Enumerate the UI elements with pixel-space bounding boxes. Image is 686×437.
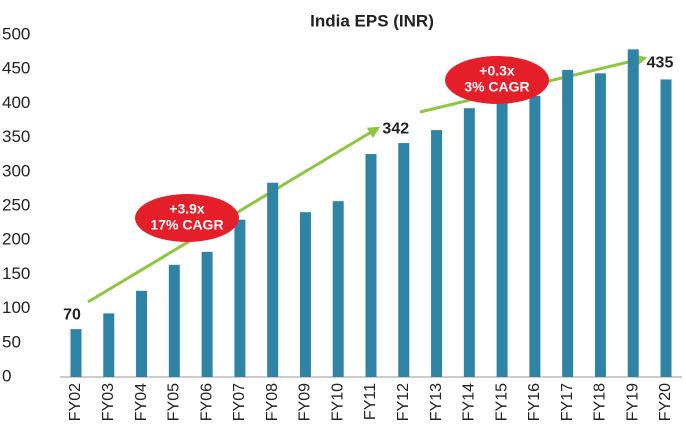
y-tick-label: 350 — [2, 127, 30, 146]
bar — [365, 154, 377, 377]
bar — [168, 264, 180, 377]
bar — [299, 212, 311, 377]
y-tick-label: 0 — [2, 366, 11, 385]
data-label: 435 — [647, 55, 674, 72]
y-tick-label: 200 — [2, 230, 30, 249]
annotation-bubble — [445, 56, 549, 104]
bar — [234, 219, 246, 377]
y-tick-label: 450 — [2, 59, 30, 78]
y-tick-label: 150 — [2, 264, 30, 283]
x-tick-label: FY07 — [231, 383, 248, 421]
bar — [529, 95, 541, 377]
bar — [562, 69, 574, 377]
annotation-bubble — [135, 194, 239, 242]
bar — [70, 329, 82, 377]
bar — [103, 313, 115, 377]
y-tick-label: 400 — [2, 93, 30, 112]
x-tick-label: FY17 — [559, 383, 576, 421]
x-tick-label: FY18 — [592, 383, 609, 421]
bar — [660, 79, 672, 378]
bar — [332, 201, 344, 377]
annotation-text: 3% CAGR — [464, 79, 529, 95]
y-tick-label: 300 — [2, 161, 30, 180]
bar — [627, 49, 639, 377]
x-tick-label: FY06 — [198, 383, 215, 421]
y-tick-label: 100 — [2, 298, 30, 317]
x-tick-label: FY05 — [166, 383, 183, 421]
x-tick-label: FY08 — [264, 383, 281, 421]
bar — [594, 73, 606, 377]
x-tick-label: FY09 — [297, 383, 314, 421]
x-tick-label: FY02 — [67, 383, 84, 421]
chart-title: India EPS (INR) — [310, 11, 434, 30]
x-tick-label: FY20 — [657, 383, 674, 421]
y-tick-label: 500 — [2, 24, 30, 43]
annotation-text: +3.9x — [169, 201, 205, 217]
data-label: 342 — [382, 120, 409, 137]
x-tick-label: FY16 — [526, 383, 543, 421]
x-tick-label: FY03 — [100, 383, 117, 421]
annotation-text: 17% CAGR — [150, 217, 223, 233]
x-tick-label: FY15 — [493, 383, 510, 421]
bar — [431, 130, 443, 377]
y-tick-label: 50 — [2, 332, 21, 351]
x-tick-label: FY04 — [133, 383, 150, 421]
x-tick-label: FY12 — [395, 383, 412, 421]
y-tick-label: 250 — [2, 195, 30, 214]
bar — [267, 182, 279, 377]
bar — [496, 99, 508, 377]
x-tick-label: FY19 — [624, 383, 641, 421]
bar — [463, 108, 475, 378]
annotation-text: +0.3x — [479, 63, 515, 79]
x-tick-label: FY13 — [428, 383, 445, 421]
bar — [201, 251, 213, 377]
bar — [398, 143, 410, 377]
x-tick-label: FY14 — [461, 383, 478, 421]
x-tick-label: FY11 — [362, 383, 379, 420]
x-tick-label: FY10 — [329, 383, 346, 421]
bar — [136, 290, 148, 377]
data-label: 70 — [63, 306, 81, 323]
